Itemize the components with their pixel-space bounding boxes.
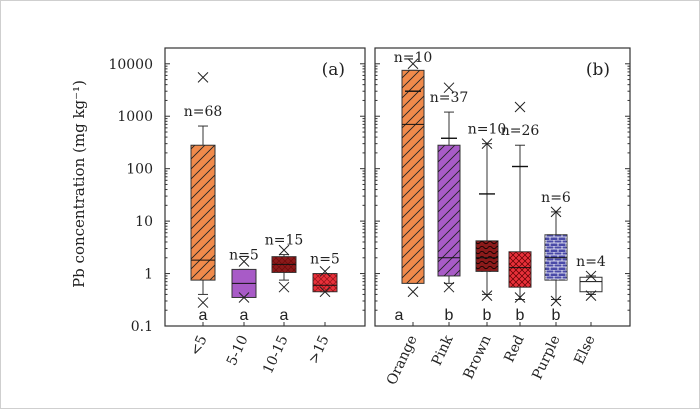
significance-letter: a [240, 307, 249, 324]
panel-label: (a) [322, 60, 345, 80]
n-label: n=26 [501, 123, 540, 139]
box-red [508, 101, 532, 303]
box-pattern [402, 70, 424, 284]
outlier-marker [407, 286, 419, 298]
outlier-marker [443, 281, 455, 293]
box-orange [401, 58, 425, 298]
box-pattern [438, 145, 460, 276]
panel-a: (a) n=68 a <5 n=5 a 5-10 n=15 a 10-15 n=5 >15 [164, 47, 366, 376]
x-tick-label: Brown [461, 333, 495, 382]
box--15 [312, 266, 338, 298]
outlier-marker [197, 297, 209, 308]
outlier-marker [238, 256, 250, 267]
outlier-marker [407, 58, 419, 70]
x-tick-label: 10-15 [260, 333, 292, 376]
plot-frame [164, 47, 366, 327]
box-fill [579, 276, 603, 293]
y-tick-label: 10000 [108, 57, 153, 73]
n-label: n=6 [541, 190, 571, 206]
box--5 [190, 72, 216, 308]
box-pattern [313, 273, 337, 292]
significance-letter: b [483, 307, 492, 324]
outlier-marker [319, 286, 331, 298]
outlier-marker [481, 290, 493, 301]
outlier-marker [514, 101, 526, 113]
box-5-10 [231, 256, 257, 303]
outlier-marker [585, 270, 597, 282]
outlier-marker [550, 295, 562, 307]
box-purple [544, 206, 568, 307]
outlier-marker [278, 281, 290, 293]
y-tick-label: 0.1 [131, 319, 153, 335]
x-tick-label: Red [501, 333, 527, 365]
box-brown [475, 138, 499, 301]
n-label: n=37 [430, 90, 469, 106]
box-10-15 [271, 244, 297, 293]
outlier-marker [278, 244, 290, 256]
y-tick-label: 1000 [117, 109, 153, 125]
outlier-marker [481, 138, 493, 150]
outlier-marker [585, 290, 597, 301]
outlier-marker [238, 292, 250, 303]
x-tick-label: Else [571, 333, 598, 367]
box-else [579, 270, 603, 301]
x-tick-label: >15 [306, 333, 333, 367]
significance-letter: b [516, 307, 525, 324]
significance-letter: b [552, 307, 561, 324]
y-axis-label: Pb concentration (mg kg⁻¹) [70, 80, 88, 288]
significance-letter: a [199, 307, 208, 324]
y-tick-label: 100 [126, 162, 153, 178]
outlier-marker [514, 292, 526, 303]
box-pattern [476, 240, 498, 272]
x-tick-label: Orange [384, 333, 421, 388]
plot-frame [374, 47, 631, 327]
n-label: n=10 [468, 122, 507, 138]
n-label: n=5 [229, 247, 259, 263]
n-label: n=10 [394, 50, 433, 66]
outlier-marker [319, 266, 331, 277]
significance-letter: a [395, 307, 404, 324]
n-label: n=5 [310, 252, 340, 268]
outlier-marker [550, 206, 562, 218]
box-pink [437, 82, 461, 293]
significance-letter: a [280, 307, 289, 324]
y-tick-label: 1 [144, 267, 153, 283]
box-pattern [509, 251, 531, 288]
n-label: n=68 [184, 104, 223, 120]
y-tick-label: 10 [135, 214, 153, 230]
n-label: n=15 [265, 233, 304, 249]
significance-letter: b [445, 307, 454, 324]
panel-label: (b) [586, 60, 610, 80]
panel-b: (b) n=10 a Orange n=37 b Pink n=10 b Brown n=26 b Re… [374, 47, 631, 388]
x-tick-label: <5 [187, 333, 210, 358]
n-label: n=4 [576, 254, 606, 270]
x-tick-label: 5-10 [224, 333, 252, 368]
outlier-marker [443, 82, 455, 94]
y-tick-labels: 0.1 1 10 100 1000 10000 [108, 57, 153, 335]
outlier-marker [197, 72, 209, 83]
x-tick-label: Purple [529, 333, 563, 382]
x-tick-label: Pink [429, 332, 457, 368]
box-pattern [191, 145, 215, 281]
